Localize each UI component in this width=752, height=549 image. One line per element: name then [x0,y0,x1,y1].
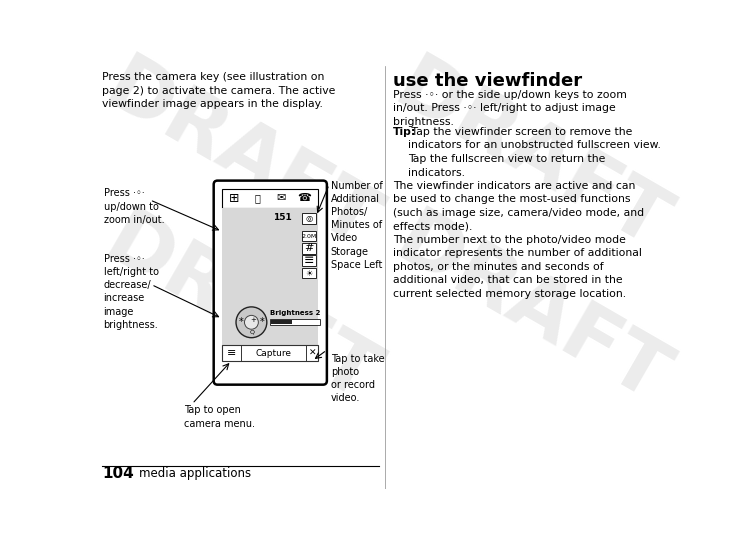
Bar [222,189,318,208]
Bar [302,267,316,278]
Text: ≡: ≡ [226,348,236,358]
Bar [222,208,318,361]
Text: *: * [260,317,265,327]
Bar [302,231,316,242]
Text: ≡: ≡ [304,254,314,267]
Text: 104: 104 [102,466,134,481]
Bar [302,213,316,224]
Text: Capture: Capture [256,349,291,357]
Text: ✉: ✉ [276,193,285,203]
Text: Press ·◦·
left/right to
decrease/
increase
image
brightness.: Press ·◦· left/right to decrease/ increa… [104,254,159,330]
Text: Tap to open
camera menu.: Tap to open camera menu. [184,406,256,429]
Text: Press ·◦· or the side up/down keys to zoom
in/out. Press ·◦· left/right to adjus: Press ·◦· or the side up/down keys to zo… [393,89,627,127]
Bar [302,243,316,254]
Text: ☎: ☎ [297,193,311,203]
Text: The viewfinder indicators are active and can
be used to change the most-used fun: The viewfinder indicators are active and… [393,181,644,232]
Text: DRAFT: DRAFT [91,48,390,266]
Text: media applications: media applications [139,467,251,480]
Text: The number next to the photo/video mode
indicator represents the number of addit: The number next to the photo/video mode … [393,234,642,299]
Text: DRAFT: DRAFT [381,48,681,266]
Text: Number of
Additional
Photos/
Minutes of
Video
Storage
Space Left: Number of Additional Photos/ Minutes of … [331,181,383,270]
Bar [302,255,316,266]
Bar [270,319,320,324]
Text: Tap the viewfinder screen to remove the
indicators for an unobstructed fullscree: Tap the viewfinder screen to remove the … [408,127,661,177]
Text: 2.0M: 2.0M [302,233,317,239]
Text: Tip:: Tip: [393,127,417,137]
Text: *: * [238,317,243,327]
Text: Q: Q [250,329,255,334]
Text: DRAFT: DRAFT [381,203,681,421]
Circle shape [236,307,267,338]
Text: 151: 151 [274,213,293,222]
Text: ✕: ✕ [308,349,316,357]
Text: use the viewfinder: use the viewfinder [393,72,582,90]
Text: ◎: ◎ [305,214,313,223]
Text: +: + [250,317,256,323]
FancyBboxPatch shape [214,181,327,385]
Text: Press ·◦·
up/down to
zoom in/out.: Press ·◦· up/down to zoom in/out. [104,188,164,225]
Text: DRAFT: DRAFT [91,203,390,421]
Text: 👥: 👥 [255,193,260,203]
Text: Brightness 2: Brightness 2 [270,310,320,316]
Bar [271,320,293,324]
Bar [222,345,318,361]
Circle shape [244,315,259,329]
Text: #: # [305,243,314,254]
Text: Tap to take
photo
or record
video.: Tap to take photo or record video. [331,354,384,404]
Text: ⊞: ⊞ [229,192,240,205]
Text: ☀: ☀ [305,268,313,277]
Text: Press the camera key (see illustration on
page 2) to activate the camera. The ac: Press the camera key (see illustration o… [102,72,335,109]
